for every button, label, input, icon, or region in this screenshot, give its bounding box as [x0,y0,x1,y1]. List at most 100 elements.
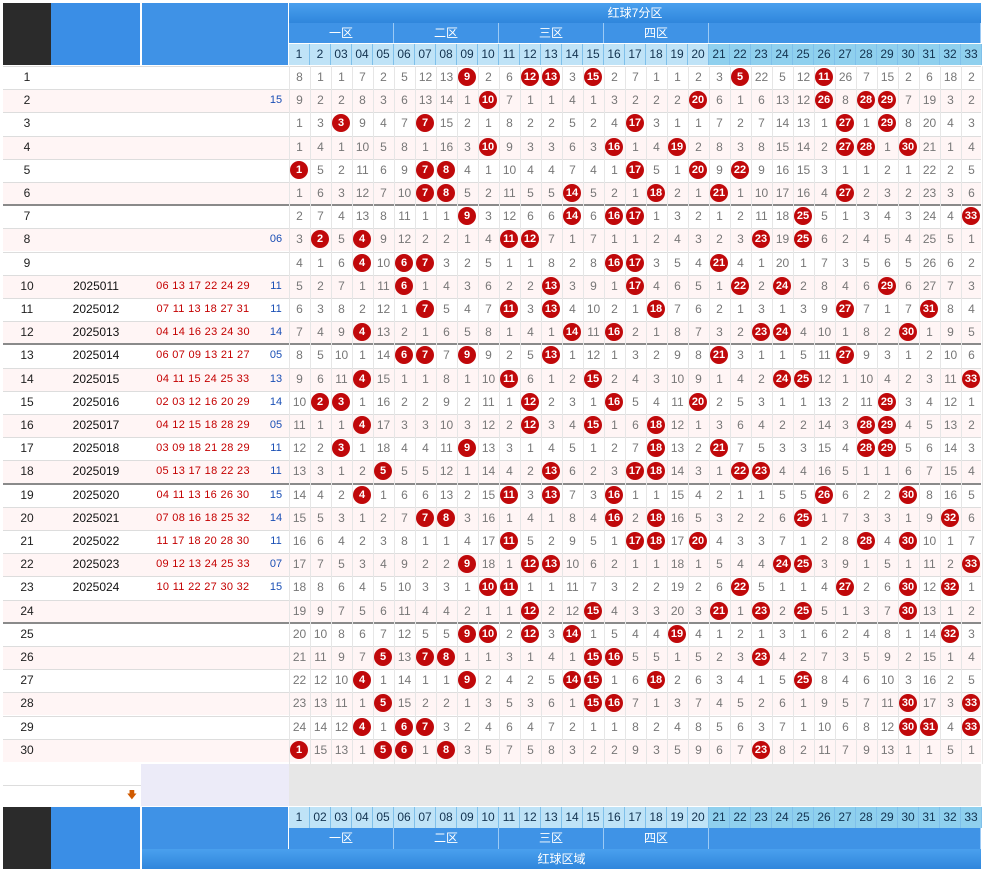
row-line [3,507,981,508]
miss-count: 13 [313,696,328,710]
table-row [3,182,981,205]
row-line [3,66,981,67]
hit-ball: 1 [290,741,308,759]
footer-number-18: 18 [646,807,667,828]
hit-ball: 32 [941,625,959,643]
issue-number [51,66,141,89]
miss-count: 11 [923,557,936,571]
miss-count: 1 [968,580,975,594]
hit-ball: 21 [710,346,728,364]
miss-count: 1 [737,604,744,618]
miss-count: 3 [569,395,576,409]
miss-count: 9 [716,163,723,177]
table-row [3,646,981,669]
miss-count: 13 [418,93,433,107]
row-line [3,530,981,531]
hit-ball: 19 [668,625,686,643]
miss-count: 17 [775,186,790,200]
header-number-11: 11 [499,44,520,65]
miss-count: 14 [376,348,391,362]
miss-count: 1 [758,488,765,502]
miss-count: 5 [800,348,807,362]
draw-numbers: 04 14 16 23 24 30 [156,326,250,338]
draw-numbers [141,646,265,669]
miss-count: 7 [401,116,408,130]
miss-count: 3 [947,696,954,710]
miss-count: 4 [632,627,639,641]
miss-count: 4 [695,256,702,270]
grid-line [352,66,353,764]
miss-count: 1 [884,302,891,316]
miss-count: 20 [292,627,307,641]
issue-number [51,252,141,275]
miss-count: 4 [947,209,954,223]
hit-ball: 16 [605,393,623,411]
miss-count: 11 [398,604,411,618]
miss-count: 8 [695,720,702,734]
miss-count: 7 [548,232,555,246]
hit-ball: 15 [584,671,602,689]
row-line [3,159,981,160]
miss-count: 2 [821,140,828,154]
miss-count: 13 [880,743,895,757]
miss-count: 1 [632,302,639,316]
hit-ball: 17 [626,161,644,179]
miss-count: 1 [653,209,660,223]
miss-count: 9 [947,325,954,339]
miss-count: 12 [397,627,412,641]
miss-count: 6 [884,256,891,270]
hit-ball: 23 [752,741,770,759]
issue-number [51,89,141,112]
header-number-13: 13 [541,44,562,65]
table-row [3,484,981,507]
grid-line [814,66,815,764]
hit-ball: 9 [458,555,476,573]
miss-count: 3 [863,511,870,525]
miss-count: 4 [821,186,828,200]
hit-ball: 11 [500,578,518,596]
miss-count: 2 [506,627,513,641]
miss-count: 2 [464,604,471,618]
grid-line [415,66,416,764]
miss-count: 5 [884,232,891,246]
grid-line [457,66,458,764]
miss-count: 11 [755,209,768,223]
miss-count: 4 [611,604,618,618]
hit-ball: 3 [332,393,350,411]
miss-count: 11 [671,395,684,409]
hit-ball: 33 [962,694,980,712]
miss-count: 1 [905,627,912,641]
miss-count: 1 [737,488,744,502]
miss-count: 5 [653,163,660,177]
miss-count: 17 [376,418,391,432]
blue-ball [264,646,288,669]
miss-count: 4 [548,163,555,177]
miss-count: 1 [926,325,933,339]
row-line [3,553,981,554]
miss-count: 1 [401,302,408,316]
grid-line [730,66,731,764]
grid-line [646,66,647,764]
miss-count: 1 [842,163,849,177]
miss-count: 9 [674,348,681,362]
miss-count: 3 [380,534,387,548]
footer-number-19: 19 [667,807,688,828]
issue-number: 2025013 [72,325,120,339]
miss-count: 5 [401,464,408,478]
miss-count: 1 [422,534,429,548]
miss-count: 2 [359,534,366,548]
miss-count: 12 [586,348,601,362]
header-number-32: 32 [940,44,961,65]
miss-count: 8 [884,627,891,641]
miss-count: 3 [695,232,702,246]
blue-ball [264,669,288,692]
miss-count: 6 [863,279,870,293]
miss-count: 14 [775,116,790,130]
hit-ball: 30 [899,532,917,550]
miss-count: 19 [922,93,937,107]
miss-count: 2 [317,279,324,293]
miss-count: 12 [439,464,454,478]
hit-ball: 8 [437,509,455,527]
blue-ball [264,136,288,159]
expand-arrow-icon[interactable]: 🡇 [126,790,137,801]
